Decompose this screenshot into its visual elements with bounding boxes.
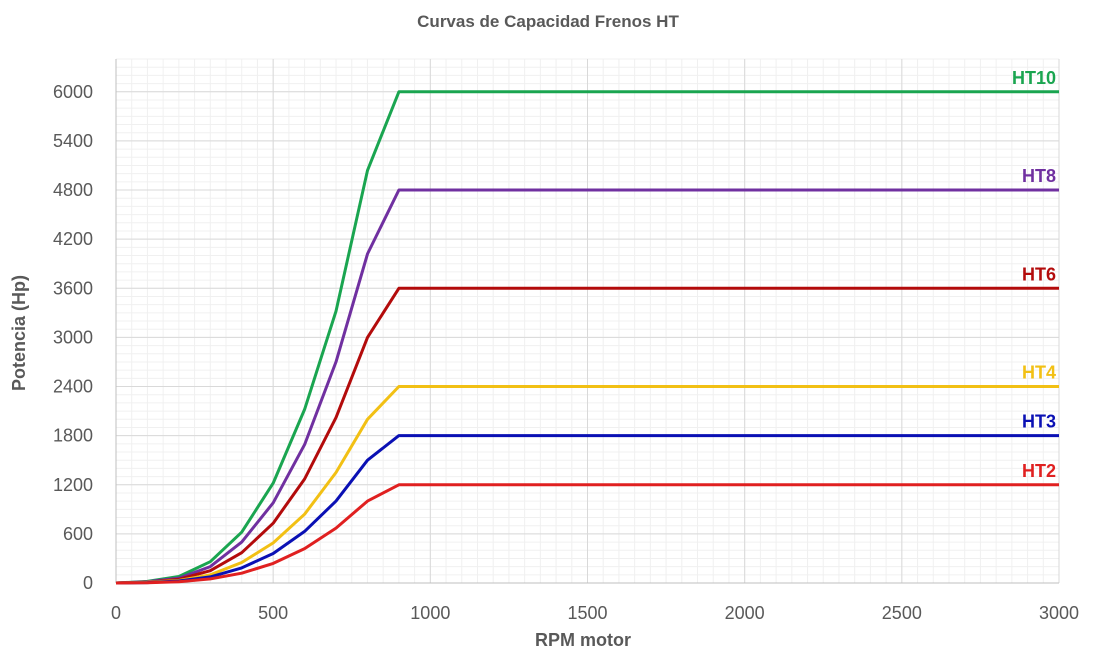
grid (115, 58, 1060, 584)
series-label-ht6: HT6 (1022, 264, 1056, 284)
axes: 0 500 1000 1500 2000 2500 3000 0 600 1200 1800 2400… (53, 59, 1079, 623)
x-axis-title: RPM motor (535, 630, 631, 650)
y-tick-label: 600 (63, 524, 93, 544)
y-tick-label: 1200 (53, 475, 93, 495)
y-axis-title: Potencia (Hp) (9, 275, 29, 391)
x-tick-label: 1000 (410, 603, 450, 623)
x-tick-label: 3000 (1039, 603, 1079, 623)
series-label-ht3: HT3 (1022, 412, 1056, 432)
y-tick-label: 6000 (53, 82, 93, 102)
series-line-ht2 (115, 483, 1059, 585)
series-label-ht10: HT10 (1012, 68, 1056, 88)
x-tick-label: 2500 (882, 603, 922, 623)
y-tick-label: 0 (83, 573, 93, 593)
x-tick-label: 0 (111, 603, 121, 623)
series-label-ht2: HT2 (1022, 461, 1056, 481)
series-label-ht4: HT4 (1022, 363, 1056, 383)
y-tick-label: 2400 (53, 377, 93, 397)
y-tick-label: 3600 (53, 278, 93, 298)
y-tick-label: 3000 (53, 327, 93, 347)
y-tick-label: 1800 (53, 426, 93, 446)
y-tick-label: 4800 (53, 180, 93, 200)
y-tick-label: 4200 (53, 229, 93, 249)
x-tick-label: 1500 (567, 603, 607, 623)
x-tick-label: 2000 (725, 603, 765, 623)
y-tick-label: 5400 (53, 131, 93, 151)
x-tick-label: 500 (258, 603, 288, 623)
series-labels: HT10 HT8 HT6 HT4 HT3 HT2 (1012, 68, 1056, 481)
series-label-ht8: HT8 (1022, 166, 1056, 186)
series-lines (115, 90, 1059, 585)
chart-title: Curvas de Capacidad Frenos HT (417, 12, 679, 31)
